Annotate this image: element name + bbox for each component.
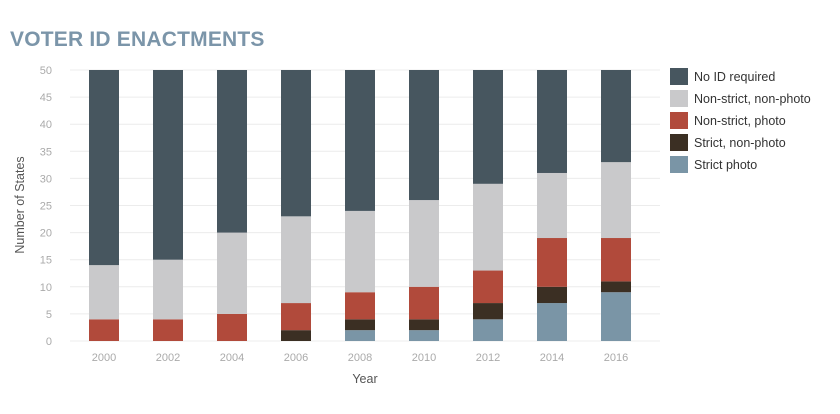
bar-segment: [601, 292, 631, 341]
bar-segment: [409, 70, 439, 201]
bar-segment: [89, 319, 119, 341]
bar-segment: [345, 292, 375, 320]
bars: [89, 70, 631, 341]
y-tick-label: 50: [40, 65, 52, 77]
chart-title: VOTER ID ENACTMENTS: [10, 28, 265, 51]
bar-segment: [281, 216, 311, 304]
x-tick-label: 2012: [476, 352, 500, 364]
legend-label: No ID required: [694, 70, 775, 84]
legend-label: Non-strict, photo: [694, 114, 786, 128]
bar-segment: [537, 286, 567, 304]
bar-segment: [473, 183, 503, 271]
bar-segment: [345, 70, 375, 211]
legend-swatch: [670, 134, 688, 151]
y-tick-label: 45: [40, 92, 52, 104]
x-tick-label: 2010: [412, 352, 436, 364]
bar-segment: [281, 303, 311, 331]
bar-segment: [409, 286, 439, 320]
y-tick-label: 25: [40, 201, 52, 213]
bar-segment: [473, 303, 503, 320]
bar-segment: [153, 319, 183, 341]
bar-segment: [217, 70, 247, 233]
bar-segment: [601, 238, 631, 282]
y-tick-label: 30: [40, 173, 52, 185]
bar-segment: [601, 70, 631, 163]
bar-segment: [409, 319, 439, 331]
legend-swatch: [670, 68, 688, 85]
bar-segment: [345, 330, 375, 341]
y-tick-label: 5: [46, 309, 52, 321]
y-tick-label: 15: [40, 255, 52, 267]
bar-segment: [345, 319, 375, 331]
x-axis-ticks: 2000 2002 2004 2006 2008 2010 2012 2014 2016: [92, 352, 628, 364]
bar-segment: [537, 172, 567, 239]
legend-swatch: [670, 156, 688, 173]
legend-label: Non-strict, non-photo: [694, 92, 811, 106]
y-tick-label: 0: [46, 336, 52, 348]
bar-segment: [281, 330, 311, 341]
x-tick-label: 2014: [540, 352, 564, 364]
y-axis-ticks: 0 5 10 15 20 25 30 35 40 45 50: [40, 65, 52, 348]
bar-segment: [153, 259, 183, 320]
bar-segment: [345, 210, 375, 293]
bar-segment: [601, 281, 631, 293]
bar-segment: [537, 238, 567, 287]
bar-segment: [89, 265, 119, 320]
bar-segment: [153, 70, 183, 260]
x-tick-label: 2002: [156, 352, 180, 364]
bar-segment: [601, 162, 631, 239]
bar-segment: [473, 70, 503, 184]
y-axis-title: Number of States: [13, 156, 27, 253]
bar-segment: [217, 313, 247, 341]
x-tick-label: 2000: [92, 352, 116, 364]
legend: No ID required Non-strict, non-photo Non-s…: [670, 68, 811, 173]
y-tick-label: 10: [40, 282, 52, 294]
y-tick-label: 20: [40, 228, 52, 240]
legend-swatch: [670, 90, 688, 107]
bar-segment: [537, 303, 567, 341]
x-axis-title: Year: [352, 372, 377, 386]
legend-label: Strict, non-photo: [694, 136, 786, 150]
bar-segment: [281, 70, 311, 217]
bar-segment: [89, 70, 119, 266]
y-tick-label: 40: [40, 119, 52, 131]
x-tick-label: 2006: [284, 352, 308, 364]
bar-segment: [409, 200, 439, 287]
bar-segment: [409, 330, 439, 341]
legend-swatch: [670, 112, 688, 129]
bar-segment: [217, 232, 247, 314]
x-tick-label: 2008: [348, 352, 372, 364]
bar-segment: [537, 70, 567, 173]
legend-label: Strict photo: [694, 158, 757, 172]
bar-segment: [473, 319, 503, 341]
x-tick-label: 2016: [604, 352, 628, 364]
y-tick-label: 35: [40, 146, 52, 158]
bar-segment: [473, 270, 503, 304]
x-tick-label: 2004: [220, 352, 244, 364]
